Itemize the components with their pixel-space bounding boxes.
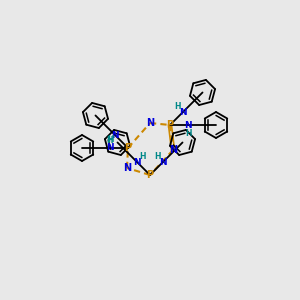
Text: H: H xyxy=(174,102,180,111)
Text: P: P xyxy=(146,170,154,180)
Text: N: N xyxy=(159,158,166,167)
Text: P: P xyxy=(167,120,174,130)
Text: P: P xyxy=(124,143,132,153)
Text: N: N xyxy=(112,131,119,140)
Text: H: H xyxy=(106,136,113,146)
Text: H: H xyxy=(107,136,113,145)
Text: H: H xyxy=(154,152,160,161)
Text: N: N xyxy=(134,158,141,167)
Text: N: N xyxy=(169,145,177,155)
Text: H: H xyxy=(185,128,191,137)
Text: N: N xyxy=(106,143,114,152)
Text: H: H xyxy=(140,152,146,161)
Text: N: N xyxy=(179,108,187,117)
Text: N: N xyxy=(184,121,192,130)
Text: N: N xyxy=(123,163,131,173)
Text: N: N xyxy=(146,118,154,128)
